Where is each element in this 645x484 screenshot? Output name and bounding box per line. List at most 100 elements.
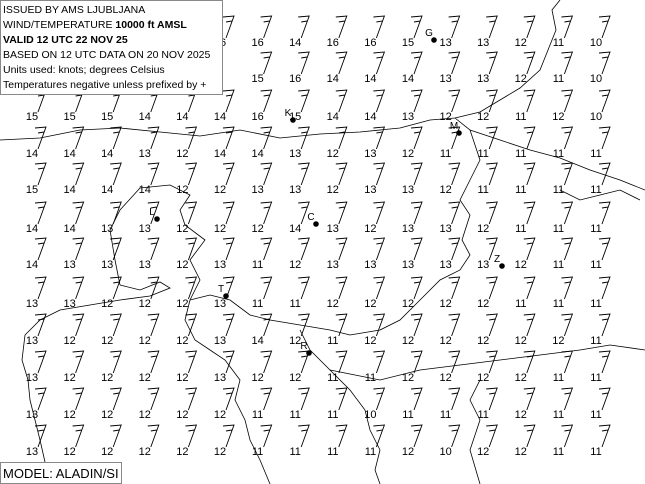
wind-barb bbox=[523, 350, 536, 374]
header-line: ISSUED BY AMS LJUBLJANA bbox=[3, 4, 145, 16]
wind-barb bbox=[523, 237, 536, 261]
temperature: 13 bbox=[327, 223, 339, 235]
temperature: 10 bbox=[439, 446, 451, 458]
temperature: 12 bbox=[176, 148, 188, 160]
temperature: 12 bbox=[515, 409, 527, 421]
temperature: 11 bbox=[590, 223, 601, 235]
wind-barb bbox=[598, 15, 611, 39]
temperature: 13 bbox=[477, 73, 489, 85]
temperature: 13 bbox=[289, 148, 301, 160]
wind-barb bbox=[598, 89, 611, 113]
wind-barb bbox=[298, 313, 310, 337]
temperature: 12 bbox=[251, 223, 263, 235]
temperature: 11 bbox=[365, 446, 376, 458]
wind-barb bbox=[373, 201, 386, 225]
wind-barb bbox=[523, 89, 536, 113]
wind-barb bbox=[72, 313, 85, 337]
temperature: 12 bbox=[176, 335, 188, 347]
temperature: 14 bbox=[101, 148, 113, 160]
temperature: 12 bbox=[515, 73, 527, 85]
temperature: 14 bbox=[176, 111, 188, 123]
temperature: 14 bbox=[214, 148, 226, 160]
wind-barb bbox=[147, 387, 160, 411]
wind-barb bbox=[373, 387, 386, 411]
temperature: 13 bbox=[26, 409, 38, 421]
temperature: 13 bbox=[327, 259, 339, 271]
temperature: 12 bbox=[552, 111, 564, 123]
wind-barb bbox=[373, 162, 386, 186]
temperature: 13 bbox=[101, 259, 113, 271]
wind-barb bbox=[72, 126, 85, 150]
wind-barb bbox=[222, 276, 235, 300]
temperature: 13 bbox=[63, 259, 75, 271]
temperature: 13 bbox=[402, 111, 414, 123]
temperature: 12 bbox=[176, 298, 188, 310]
wind-barb bbox=[298, 276, 310, 300]
temperature: 14 bbox=[402, 73, 414, 85]
wind-barb bbox=[110, 201, 122, 225]
wind-barb bbox=[410, 237, 423, 261]
temperature: 13 bbox=[402, 259, 414, 271]
temperature: 11 bbox=[553, 409, 564, 421]
wind-barb bbox=[486, 89, 498, 113]
wind-barb bbox=[410, 89, 423, 113]
wind-barb bbox=[110, 424, 122, 448]
wind-barb bbox=[561, 424, 574, 448]
temperature: 12 bbox=[101, 409, 113, 421]
temperature: 12 bbox=[139, 409, 151, 421]
temperature: 11 bbox=[365, 372, 376, 384]
wind-barb bbox=[298, 15, 310, 39]
temperature: 11 bbox=[252, 446, 263, 458]
wind-barb bbox=[222, 15, 235, 39]
station-label: Z bbox=[494, 254, 500, 265]
temperature: 11 bbox=[515, 184, 526, 196]
wind-barb bbox=[110, 313, 122, 337]
wind-barb bbox=[448, 51, 461, 75]
temperature: 12 bbox=[176, 372, 188, 384]
wind-barb bbox=[486, 51, 498, 75]
temperature: 11 bbox=[590, 335, 601, 347]
temperature: 12 bbox=[552, 335, 564, 347]
station-dot bbox=[306, 350, 312, 356]
temperature: 11 bbox=[553, 223, 564, 235]
station-dot bbox=[313, 221, 319, 227]
border bbox=[454, 117, 645, 191]
temperature: 12 bbox=[327, 148, 339, 160]
wind-barb bbox=[298, 89, 310, 113]
model-box: MODEL: ALADIN/SI bbox=[0, 462, 122, 484]
wind-barb bbox=[523, 276, 536, 300]
wind-barb bbox=[598, 51, 611, 75]
temperature: 12 bbox=[289, 335, 301, 347]
station-dot bbox=[499, 263, 505, 269]
wind-barb bbox=[448, 276, 461, 300]
temperature: 12 bbox=[101, 446, 113, 458]
temperature: 11 bbox=[327, 335, 338, 347]
wind-barb bbox=[185, 313, 198, 337]
temperature: 11 bbox=[327, 409, 338, 421]
wind-barb bbox=[335, 201, 348, 225]
wind-barb bbox=[561, 89, 574, 113]
temperature: 12 bbox=[139, 335, 151, 347]
station-label: M bbox=[450, 121, 458, 132]
temperature: 13 bbox=[402, 223, 414, 235]
temperature: 13 bbox=[214, 372, 226, 384]
wind-barb bbox=[373, 424, 386, 448]
wind-barb bbox=[72, 201, 85, 225]
temperature: 13 bbox=[214, 335, 226, 347]
temperature: 13 bbox=[139, 223, 151, 235]
temperature: 12 bbox=[139, 372, 151, 384]
temperature: 11 bbox=[440, 148, 451, 160]
temperature: 13 bbox=[477, 37, 489, 49]
temperature: 11 bbox=[477, 409, 488, 421]
temperature: 12 bbox=[364, 223, 376, 235]
temperature: 13 bbox=[26, 335, 38, 347]
wind-barb bbox=[110, 350, 122, 374]
wind-barb bbox=[110, 126, 122, 150]
temperature: 12 bbox=[214, 446, 226, 458]
wind-barb bbox=[222, 89, 235, 113]
temperature: 10 bbox=[364, 409, 376, 421]
wind-barb bbox=[561, 201, 574, 225]
temperature: 12 bbox=[515, 259, 527, 271]
wind-barb bbox=[561, 350, 574, 374]
wind-barb bbox=[147, 237, 160, 261]
